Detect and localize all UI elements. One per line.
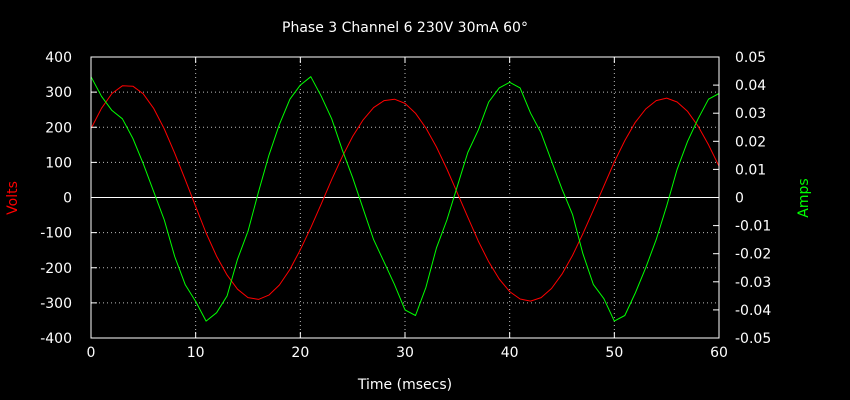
y2-axis-label: Amps [796, 178, 812, 217]
x-tick-label: 10 [187, 345, 205, 361]
y2-tick-label: -0.01 [735, 219, 771, 235]
y-tick-label: 400 [45, 50, 72, 66]
y2-tick-label: -0.05 [735, 331, 771, 347]
x-tick-label: 40 [501, 345, 519, 361]
y-tick-label: 100 [45, 155, 72, 171]
y2-tick-label: 0.01 [735, 162, 766, 178]
y2-tick-label: -0.04 [735, 303, 771, 319]
x-axis-label: Time (msecs) [357, 377, 452, 393]
y-axis-label: Volts [5, 181, 21, 215]
y-tick-label: -100 [40, 226, 72, 242]
y2-tick-label: 0.02 [735, 134, 766, 150]
y-tick-label: -300 [40, 296, 72, 312]
series-line-amps [90, 76, 720, 322]
chart-title: Phase 3 Channel 6 230V 30mA 60° [282, 20, 528, 36]
y-tick-label: -200 [40, 261, 72, 277]
y2-tick-label: 0.03 [735, 106, 766, 122]
y-tick-label: 300 [45, 85, 72, 101]
y-tick-label: 200 [45, 120, 72, 136]
y2-tick-label: 0 [735, 191, 744, 207]
series-line-volts [90, 85, 720, 302]
series-group [90, 76, 720, 322]
y2-tick-label: 0.04 [735, 78, 766, 94]
y2-tick-label: -0.02 [735, 247, 771, 263]
y2-tick-label: 0.05 [735, 50, 766, 66]
x-tick-label: 60 [710, 345, 728, 361]
x-tick-label: 0 [87, 345, 96, 361]
ticks [90, 56, 720, 339]
x-tick-label: 30 [396, 345, 414, 361]
tick-labels: 0 10 20 30 40 50 60 -400 -300 -200 -100 0 100 200 300 4… [40, 50, 771, 361]
y-tick-label: -400 [40, 331, 72, 347]
x-tick-label: 50 [605, 345, 623, 361]
y2-tick-label: -0.03 [735, 275, 771, 291]
x-tick-label: 20 [291, 345, 309, 361]
y-tick-label: 0 [63, 191, 72, 207]
